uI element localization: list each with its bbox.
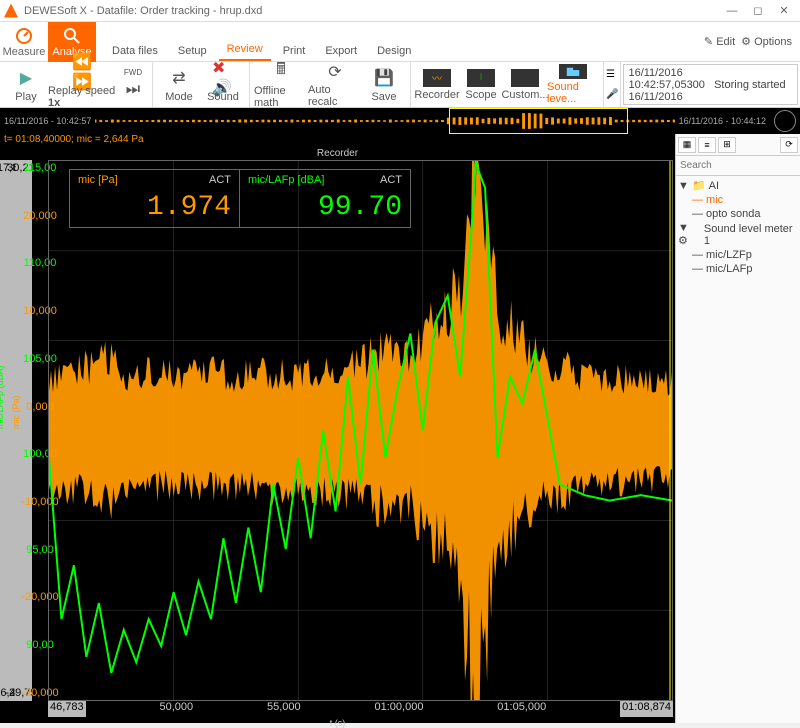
measure-mode-button[interactable]: Measure: [0, 22, 48, 62]
side-toolbar: ▦ ≡ ⊞ ⟳: [676, 134, 800, 156]
clock-icon[interactable]: [774, 110, 796, 132]
readout-ch2-name: mic/LAFp [dBA]: [248, 174, 324, 186]
app-logo-icon: [4, 4, 18, 18]
edit-button[interactable]: ✎ Edit: [704, 35, 735, 48]
minimize-button[interactable]: —: [720, 2, 744, 20]
window-title: DEWESoft X - Datafile: Order tracking - …: [24, 5, 720, 17]
offline-math-button[interactable]: 🖩Offline math: [254, 64, 308, 105]
log-panel: 16/11/2016 10:42:57,05300 Storing starte…: [623, 64, 798, 105]
readout-ch1-value: 1.974: [78, 186, 231, 223]
tree-item-lafp[interactable]: — mic/LAFp: [678, 262, 798, 276]
side-tool-3[interactable]: ⊞: [718, 137, 736, 153]
chart-area[interactable]: t= 01:08,40000; mic = 2,644 Pa Recorder …: [0, 134, 675, 723]
y-label-orange: mic (Pa): [11, 396, 21, 430]
tree-item-opto[interactable]: — opto sonda: [678, 207, 798, 221]
cursor-status: t= 01:08,40000; mic = 2,644 Pa: [0, 134, 675, 148]
y-label-green: mic/LAFp (dBA): [0, 365, 5, 429]
readout-ch2-value: 99.70: [248, 186, 402, 223]
search-input[interactable]: [680, 160, 800, 171]
tool-small-1[interactable]: ☰: [606, 69, 618, 80]
menu-export[interactable]: Export: [317, 41, 365, 61]
side-tool-2[interactable]: ≡: [698, 137, 716, 153]
tree-root-ai[interactable]: ▼ 📁 AI: [678, 178, 798, 193]
readout-panel: mic [Pa]ACT 1.974 mic/LAFp [dBA]ACT 99.7…: [69, 169, 411, 228]
menu-design[interactable]: Design: [369, 41, 419, 61]
y-axis-green-range: 117,8686,44: [0, 160, 16, 701]
tree-item-lzfp[interactable]: — mic/LZFp: [678, 248, 798, 262]
search-box[interactable]: 🔍: [676, 156, 800, 176]
plot-region[interactable]: mic [Pa]ACT 1.974 mic/LAFp [dBA]ACT 99.7…: [48, 160, 673, 701]
channel-tree[interactable]: ▼ 📁 AI — mic — opto sonda ▼ ⚙ Sound leve…: [676, 176, 800, 723]
scope-view-button[interactable]: ⧘Scope: [459, 64, 503, 105]
readout-ch1-name: mic [Pa]: [78, 174, 118, 186]
replay-speed-button[interactable]: ⏪ ⏩Replay speed 1x: [48, 64, 118, 105]
menu-setup[interactable]: Setup: [170, 41, 215, 61]
tree-group-slm[interactable]: ▼ ⚙ Sound level meter 1: [678, 221, 798, 248]
recorder-title: Recorder: [0, 148, 675, 160]
overview-ts-left: 16/11/2016 - 10:42:57: [0, 116, 95, 126]
menu-bar: Data files Setup Review Print Export Des…: [96, 22, 696, 61]
mode-button[interactable]: ⇄Mode: [157, 64, 201, 105]
custom-view-button[interactable]: Custom...: [503, 64, 547, 105]
y-axis-orange-range: 30,212-29,795: [16, 160, 32, 701]
soundlevel-view-button[interactable]: ▇▅Sound leve...: [547, 64, 599, 105]
tool-small-2[interactable]: 🎤: [606, 89, 618, 100]
close-button[interactable]: ✕: [772, 2, 796, 20]
menu-data-files[interactable]: Data files: [104, 41, 166, 61]
sound-button[interactable]: ✖🔊Sound: [201, 64, 245, 105]
side-panel: ▦ ≡ ⊞ ⟳ 🔍 ▼ 📁 AI — mic — opto sonda ▼ ⚙ …: [675, 134, 800, 723]
play-button[interactable]: ▶Play: [4, 64, 48, 105]
overview-ts-right: 16/11/2016 - 10:44:12: [675, 116, 770, 126]
side-tool-1[interactable]: ▦: [678, 137, 696, 153]
y-axis-ticks: 115,0020,000110,0010,000105,000,000100,0…: [32, 160, 48, 701]
fwd-button[interactable]: FWD⏭: [118, 64, 148, 105]
side-tool-refresh[interactable]: ⟳: [780, 137, 798, 153]
x-axis: 46,783 50,000 55,000 01:00,000 01:05,000…: [48, 701, 673, 717]
overview-timeline[interactable]: 16/11/2016 - 10:42:57 16/11/2016 - 10:44…: [0, 108, 800, 134]
options-button[interactable]: ⚙ Options: [741, 35, 792, 48]
overview-selection[interactable]: [449, 108, 629, 134]
maximize-button[interactable]: ◻: [746, 2, 770, 20]
auto-recalc-button[interactable]: ⟳Auto recalc: [308, 64, 362, 105]
tree-item-mic[interactable]: — mic: [678, 193, 798, 207]
x-axis-label: t (s): [330, 718, 346, 728]
save-button[interactable]: 💾Save: [362, 64, 406, 105]
recorder-view-button[interactable]: 〰Recorder: [415, 64, 459, 105]
